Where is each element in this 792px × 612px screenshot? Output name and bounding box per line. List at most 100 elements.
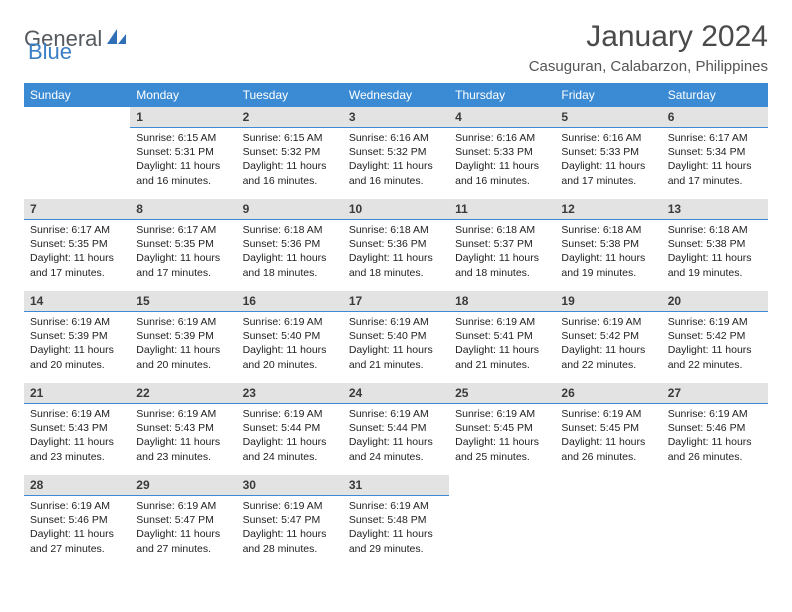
daylight-text: Daylight: 11 hours and 17 minutes.	[30, 251, 124, 279]
daylight-text: Daylight: 11 hours and 19 minutes.	[668, 251, 762, 279]
day-content-cell: Sunrise: 6:19 AMSunset: 5:39 PMDaylight:…	[130, 312, 236, 384]
day-content-cell	[24, 128, 130, 200]
weekday-header: Friday	[555, 83, 661, 107]
day-content-cell: Sunrise: 6:16 AMSunset: 5:32 PMDaylight:…	[343, 128, 449, 200]
weekday-header: Saturday	[662, 83, 768, 107]
day-number-cell: 30	[237, 475, 343, 496]
sunset-text: Sunset: 5:32 PM	[349, 145, 443, 159]
daylight-text: Daylight: 11 hours and 25 minutes.	[455, 435, 549, 463]
day-number-cell: 31	[343, 475, 449, 496]
daylight-text: Daylight: 11 hours and 16 minutes.	[349, 159, 443, 187]
sunrise-text: Sunrise: 6:17 AM	[136, 223, 230, 237]
daylight-text: Daylight: 11 hours and 23 minutes.	[30, 435, 124, 463]
sunrise-text: Sunrise: 6:19 AM	[243, 407, 337, 421]
sunset-text: Sunset: 5:39 PM	[136, 329, 230, 343]
day-content-cell: Sunrise: 6:19 AMSunset: 5:44 PMDaylight:…	[343, 404, 449, 476]
sunrise-text: Sunrise: 6:16 AM	[561, 131, 655, 145]
day-content-cell: Sunrise: 6:19 AMSunset: 5:39 PMDaylight:…	[24, 312, 130, 384]
day-number-cell: 9	[237, 199, 343, 220]
sunset-text: Sunset: 5:33 PM	[561, 145, 655, 159]
day-number-cell: 17	[343, 291, 449, 312]
day-content-cell: Sunrise: 6:19 AMSunset: 5:42 PMDaylight:…	[555, 312, 661, 384]
sunset-text: Sunset: 5:38 PM	[668, 237, 762, 251]
sunset-text: Sunset: 5:46 PM	[30, 513, 124, 527]
day-number-cell: 18	[449, 291, 555, 312]
logo-text-blue: Blue	[28, 39, 72, 65]
daylight-text: Daylight: 11 hours and 18 minutes.	[243, 251, 337, 279]
sunrise-text: Sunrise: 6:15 AM	[243, 131, 337, 145]
sunset-text: Sunset: 5:47 PM	[243, 513, 337, 527]
day-content-row: Sunrise: 6:15 AMSunset: 5:31 PMDaylight:…	[24, 128, 768, 200]
sunrise-text: Sunrise: 6:17 AM	[30, 223, 124, 237]
day-number-cell: 2	[237, 107, 343, 128]
sunset-text: Sunset: 5:42 PM	[561, 329, 655, 343]
day-number-cell: 21	[24, 383, 130, 404]
day-number-cell: 11	[449, 199, 555, 220]
day-content-cell: Sunrise: 6:16 AMSunset: 5:33 PMDaylight:…	[555, 128, 661, 200]
daylight-text: Daylight: 11 hours and 21 minutes.	[455, 343, 549, 371]
day-number-cell: 4	[449, 107, 555, 128]
daylight-text: Daylight: 11 hours and 27 minutes.	[30, 527, 124, 555]
sunrise-text: Sunrise: 6:18 AM	[349, 223, 443, 237]
daylight-text: Daylight: 11 hours and 26 minutes.	[668, 435, 762, 463]
day-number-cell: 26	[555, 383, 661, 404]
daylight-text: Daylight: 11 hours and 16 minutes.	[136, 159, 230, 187]
day-content-cell: Sunrise: 6:18 AMSunset: 5:38 PMDaylight:…	[555, 220, 661, 292]
sunrise-text: Sunrise: 6:19 AM	[561, 407, 655, 421]
weekday-header: Thursday	[449, 83, 555, 107]
day-number-cell: 15	[130, 291, 236, 312]
sunrise-text: Sunrise: 6:19 AM	[349, 315, 443, 329]
day-number-cell: 29	[130, 475, 236, 496]
daylight-text: Daylight: 11 hours and 20 minutes.	[136, 343, 230, 371]
day-number-row: 78910111213	[24, 199, 768, 220]
day-number-cell: 3	[343, 107, 449, 128]
sunrise-text: Sunrise: 6:16 AM	[349, 131, 443, 145]
daylight-text: Daylight: 11 hours and 24 minutes.	[349, 435, 443, 463]
day-content-cell: Sunrise: 6:15 AMSunset: 5:31 PMDaylight:…	[130, 128, 236, 200]
sunset-text: Sunset: 5:35 PM	[30, 237, 124, 251]
day-content-cell: Sunrise: 6:19 AMSunset: 5:45 PMDaylight:…	[449, 404, 555, 476]
sunset-text: Sunset: 5:32 PM	[243, 145, 337, 159]
day-number-cell: 23	[237, 383, 343, 404]
sunrise-text: Sunrise: 6:19 AM	[30, 499, 124, 513]
day-content-cell: Sunrise: 6:19 AMSunset: 5:46 PMDaylight:…	[662, 404, 768, 476]
sunset-text: Sunset: 5:40 PM	[349, 329, 443, 343]
day-number-cell	[449, 475, 555, 496]
daylight-text: Daylight: 11 hours and 16 minutes.	[455, 159, 549, 187]
sunset-text: Sunset: 5:36 PM	[349, 237, 443, 251]
day-content-cell	[555, 496, 661, 568]
sunset-text: Sunset: 5:47 PM	[136, 513, 230, 527]
day-content-cell	[449, 496, 555, 568]
day-number-cell: 8	[130, 199, 236, 220]
sunset-text: Sunset: 5:48 PM	[349, 513, 443, 527]
daylight-text: Daylight: 11 hours and 28 minutes.	[243, 527, 337, 555]
sunset-text: Sunset: 5:44 PM	[349, 421, 443, 435]
sunrise-text: Sunrise: 6:18 AM	[455, 223, 549, 237]
day-content-cell: Sunrise: 6:18 AMSunset: 5:36 PMDaylight:…	[343, 220, 449, 292]
day-number-cell: 25	[449, 383, 555, 404]
sunrise-text: Sunrise: 6:19 AM	[349, 407, 443, 421]
day-content-row: Sunrise: 6:19 AMSunset: 5:46 PMDaylight:…	[24, 496, 768, 568]
day-content-cell: Sunrise: 6:18 AMSunset: 5:37 PMDaylight:…	[449, 220, 555, 292]
day-content-cell: Sunrise: 6:19 AMSunset: 5:43 PMDaylight:…	[130, 404, 236, 476]
day-number-cell: 6	[662, 107, 768, 128]
day-number-cell: 22	[130, 383, 236, 404]
sunset-text: Sunset: 5:41 PM	[455, 329, 549, 343]
weekday-header-row: Sunday Monday Tuesday Wednesday Thursday…	[24, 83, 768, 107]
day-number-cell: 27	[662, 383, 768, 404]
sunrise-text: Sunrise: 6:19 AM	[455, 315, 549, 329]
day-number-row: 14151617181920	[24, 291, 768, 312]
sunset-text: Sunset: 5:34 PM	[668, 145, 762, 159]
day-number-cell	[24, 107, 130, 128]
day-content-cell: Sunrise: 6:18 AMSunset: 5:38 PMDaylight:…	[662, 220, 768, 292]
sunset-text: Sunset: 5:45 PM	[561, 421, 655, 435]
sunset-text: Sunset: 5:46 PM	[668, 421, 762, 435]
daylight-text: Daylight: 11 hours and 19 minutes.	[561, 251, 655, 279]
title-block: January 2024 Casuguran, Calabarzon, Phil…	[529, 20, 768, 75]
day-number-cell: 5	[555, 107, 661, 128]
sunrise-text: Sunrise: 6:18 AM	[243, 223, 337, 237]
day-number-cell: 12	[555, 199, 661, 220]
sunrise-text: Sunrise: 6:19 AM	[561, 315, 655, 329]
sunrise-text: Sunrise: 6:19 AM	[30, 315, 124, 329]
day-content-cell: Sunrise: 6:17 AMSunset: 5:35 PMDaylight:…	[130, 220, 236, 292]
